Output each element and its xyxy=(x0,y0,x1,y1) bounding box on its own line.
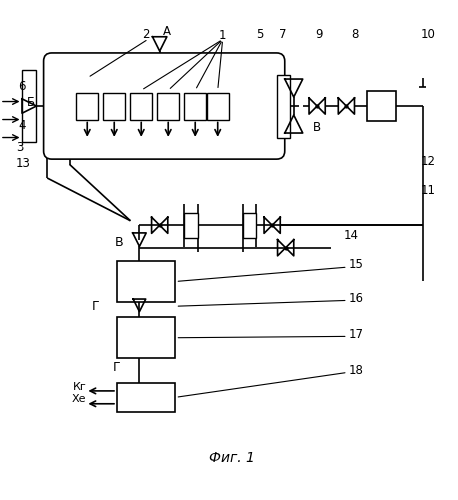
Bar xyxy=(185,213,198,238)
Text: 7: 7 xyxy=(279,28,286,40)
Text: 16: 16 xyxy=(349,292,364,304)
Text: В: В xyxy=(114,236,123,248)
Bar xyxy=(185,92,206,120)
Text: 17: 17 xyxy=(349,328,364,340)
Bar xyxy=(76,92,98,120)
Text: 15: 15 xyxy=(349,258,364,271)
Text: 3: 3 xyxy=(16,141,23,154)
Bar xyxy=(367,92,396,120)
Text: 9: 9 xyxy=(315,28,322,40)
Bar xyxy=(207,92,229,120)
Text: Б: Б xyxy=(27,96,35,109)
Bar xyxy=(158,92,179,120)
Text: Кг: Кг xyxy=(73,382,87,392)
Text: 4: 4 xyxy=(18,118,26,132)
Text: А: А xyxy=(164,26,171,38)
Text: 8: 8 xyxy=(351,28,358,40)
Bar xyxy=(117,261,175,302)
Text: 2: 2 xyxy=(142,28,149,40)
Text: 13: 13 xyxy=(16,157,31,170)
Text: 5: 5 xyxy=(256,28,264,40)
FancyBboxPatch shape xyxy=(44,53,285,159)
Bar xyxy=(131,92,152,120)
Text: 18: 18 xyxy=(349,364,364,376)
Bar xyxy=(277,74,290,138)
Text: 14: 14 xyxy=(344,229,359,242)
Bar xyxy=(243,213,256,238)
Bar xyxy=(117,382,175,412)
Text: 1: 1 xyxy=(219,30,226,43)
Bar xyxy=(104,92,125,120)
Text: 12: 12 xyxy=(420,154,436,168)
Text: Г: Г xyxy=(113,362,120,374)
Text: Хе: Хе xyxy=(72,394,87,404)
Text: Г: Г xyxy=(92,300,100,313)
Bar xyxy=(117,318,175,358)
Text: В: В xyxy=(313,121,321,134)
Text: 11: 11 xyxy=(420,184,436,197)
Bar xyxy=(22,70,36,142)
Text: Фиг. 1: Фиг. 1 xyxy=(209,452,255,466)
Text: 10: 10 xyxy=(420,28,436,40)
Text: 6: 6 xyxy=(18,80,26,94)
